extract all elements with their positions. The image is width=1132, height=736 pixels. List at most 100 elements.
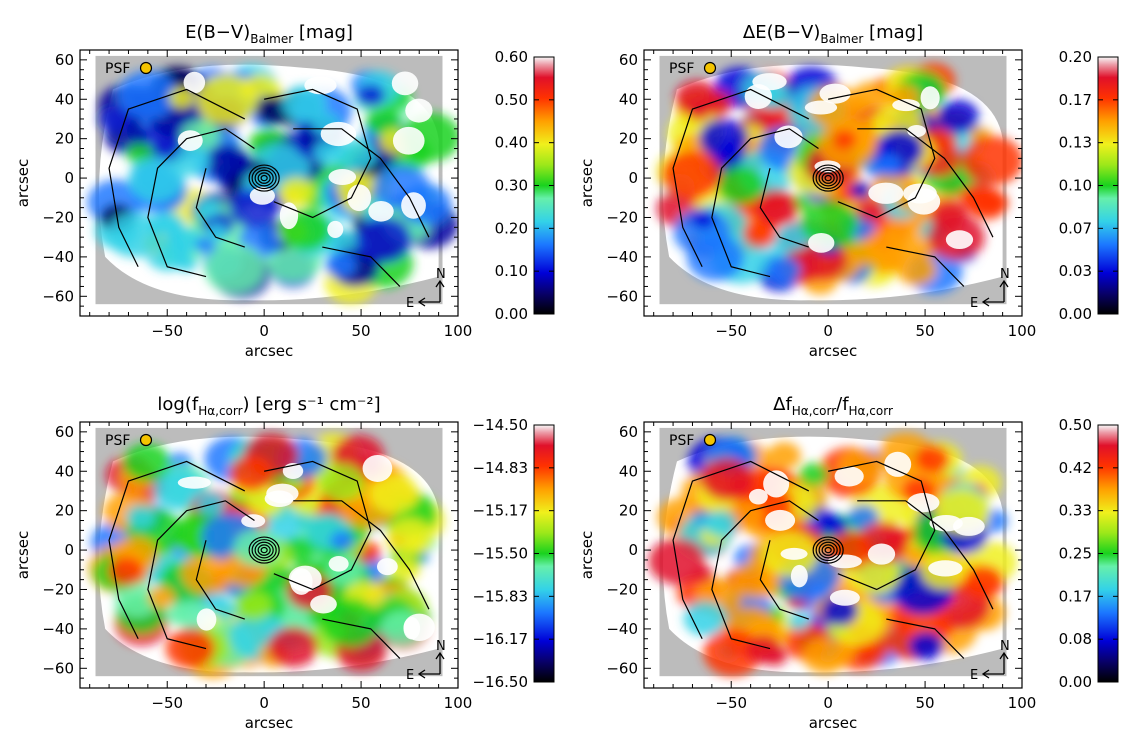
x-tick-label: 0 (823, 694, 833, 712)
contour-lines (672, 88, 994, 287)
x-axis-label: arcsec (809, 714, 858, 732)
x-tick-label: 50 (352, 322, 371, 340)
colorbar-tick-label: −16.17 (472, 630, 528, 648)
colorbar-tick-label: 0.40 (495, 134, 528, 152)
x-axis-label: arcsec (809, 342, 858, 360)
compass-arrows (417, 651, 445, 679)
emission-map (87, 64, 458, 304)
y-tick-label: −40 (42, 620, 74, 638)
x-tick-label: −50 (715, 694, 747, 712)
y-tick-label: −40 (606, 248, 638, 266)
y-tick-label: −60 (42, 659, 74, 677)
x-tick-label: 0 (259, 322, 269, 340)
plot-frame (79, 49, 459, 317)
colorbar-tick-label: 0.20 (495, 219, 528, 237)
colorbar-tick-label: −14.50 (472, 416, 528, 434)
psf-label: PSF (105, 433, 130, 449)
colorbar-tick-label: 0.03 (1059, 262, 1092, 280)
colorbar-tick-label: 0.60 (495, 48, 528, 66)
compass-e-label: E (970, 668, 978, 683)
x-tick-label: 100 (1008, 322, 1037, 340)
compass-n-label: N (436, 267, 446, 282)
map-logf (80, 422, 458, 688)
y-tick-label: 20 (619, 130, 638, 148)
colorbar-tick-label: −14.83 (472, 459, 528, 477)
y-tick-label: 40 (55, 462, 74, 480)
y-tick-label: 0 (64, 169, 74, 187)
y-tick-label: 20 (619, 502, 638, 520)
map-ebv (80, 50, 458, 316)
colorbar-tick-label: 0.25 (1059, 545, 1092, 563)
y-tick-label: −40 (606, 620, 638, 638)
y-tick-label: −40 (42, 248, 74, 266)
colorbar-tick-label: 0.10 (1059, 177, 1092, 195)
colorbar-tick-label: 0.50 (495, 91, 528, 109)
colorbar-tick-label: 0.30 (495, 177, 528, 195)
colorbar-tick-label: 0.17 (1059, 587, 1092, 605)
psf-circle (703, 61, 717, 75)
colorbar-tick-label: 0.08 (1059, 630, 1092, 648)
compass-n-label: N (436, 639, 446, 654)
psf-label: PSF (669, 61, 694, 77)
colorbar-tick-label: 0.10 (495, 262, 528, 280)
colorbar-tick-label: 0.00 (495, 305, 528, 323)
x-tick-label: 0 (823, 322, 833, 340)
emission-map (88, 432, 445, 679)
colorbar-tick-label: 0.00 (1059, 305, 1092, 323)
x-tick-label: 0 (259, 694, 269, 712)
compass-arrows (981, 651, 1009, 679)
y-tick-label: −20 (606, 580, 638, 598)
y-tick-label: 20 (55, 130, 74, 148)
colorbar-tick-label: −16.50 (472, 673, 528, 691)
y-axis-label: arcsec (14, 531, 32, 580)
x-tick-label: −50 (715, 322, 747, 340)
x-tick-label: 50 (916, 322, 935, 340)
compass-e-label: E (970, 296, 978, 311)
panel-dfrel: −50 0 50 100 60 40 20 0 −20 −40 −60 arcsec arcsec ΔfH… (578, 394, 1119, 732)
y-tick-label: 60 (55, 423, 74, 441)
y-tick-label: 60 (619, 51, 638, 69)
x-tick-label: 50 (352, 694, 371, 712)
psf-circle (139, 61, 153, 75)
y-tick-label: 40 (619, 462, 638, 480)
colorbar-tick-label: 0.17 (1059, 91, 1092, 109)
x-axis-label: arcsec (245, 714, 294, 732)
x-tick-label: −50 (151, 322, 183, 340)
compass-arrows (417, 279, 445, 307)
panel-title: ΔfHα,corr/fHα,corr (773, 394, 893, 418)
x-axis-label: arcsec (245, 342, 294, 360)
y-tick-label: 0 (64, 541, 74, 559)
compass-n-label: N (1000, 267, 1010, 282)
y-tick-label: −60 (42, 287, 74, 305)
map-debv (644, 50, 1022, 316)
colorbar-tick-label: 0.00 (1059, 673, 1092, 691)
x-tick-label: 100 (1008, 694, 1037, 712)
psf-circle (139, 433, 153, 447)
colorbar-tick-label: 0.13 (1059, 134, 1092, 152)
y-tick-label: −60 (606, 287, 638, 305)
plot-frame (643, 421, 1023, 689)
y-tick-label: 0 (628, 541, 638, 559)
compass-e-label: E (406, 296, 414, 311)
contour-lines (108, 460, 430, 659)
colorbar-tick-label: −15.17 (472, 502, 528, 520)
colorbar-tick-label: 0.07 (1059, 219, 1092, 237)
x-tick-label: 100 (444, 322, 473, 340)
panel-debv: −50 0 50 100 60 40 20 0 −20 −40 −60 arcsec arcsec ΔE(… (578, 22, 1119, 360)
x-tick-label: −50 (151, 694, 183, 712)
plot-frame (79, 421, 459, 689)
colorbar-tick-label: 0.42 (1059, 459, 1092, 477)
colorbar-tick-label: 0.20 (1059, 48, 1092, 66)
plot-frame (643, 49, 1023, 317)
x-tick-label: 100 (444, 694, 473, 712)
panel-title: E(B−V)Balmer [mag] (185, 22, 353, 46)
compass-n-label: N (1000, 639, 1010, 654)
y-tick-label: 60 (55, 51, 74, 69)
y-tick-label: −20 (42, 208, 74, 226)
psf-label: PSF (669, 433, 694, 449)
psf-label: PSF (105, 61, 130, 77)
colorbar-tick-label: −15.50 (472, 545, 528, 563)
panel-ebv: −50 0 50 100 60 40 20 0 −20 −40 −60 arcsec arcsec E(B… (14, 22, 555, 360)
y-tick-label: −60 (606, 659, 638, 677)
